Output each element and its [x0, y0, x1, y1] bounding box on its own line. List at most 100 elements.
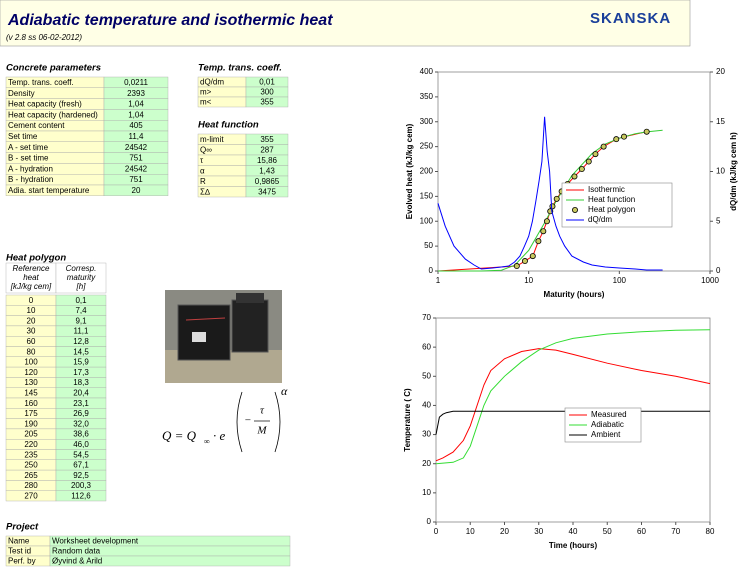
- maturity: 12,8: [73, 337, 89, 346]
- legend-label: Adiabatic: [591, 420, 624, 429]
- maturity-cell: [55, 490, 107, 502]
- row-label: τ: [200, 156, 204, 165]
- row-value: Worksheet development: [52, 537, 139, 546]
- reference-heat: 220: [24, 440, 38, 449]
- version: (v 2.8 ss 06-02-2012): [6, 33, 82, 42]
- row-label: Σ∆: [200, 187, 210, 196]
- y-axis-label: Evolved heat (kJ/kg cem): [405, 123, 414, 219]
- header-cell: [5, 262, 57, 294]
- x-tick-label: 1: [436, 276, 441, 285]
- reference-heat: 145: [24, 388, 38, 397]
- column-header: Corresp.: [66, 264, 97, 273]
- y-tick-label: 30: [422, 430, 431, 439]
- x-tick-label: 50: [603, 527, 612, 536]
- x-tick-label: 70: [671, 527, 680, 536]
- y-tick-label: 300: [420, 117, 434, 126]
- y2-tick-label: 5: [716, 216, 721, 225]
- x-tick-label: 30: [534, 527, 543, 536]
- row-value: 0,9865: [255, 177, 280, 186]
- formula-den: M: [256, 425, 267, 437]
- row-label-cell: [197, 154, 247, 166]
- row-label: R: [200, 177, 206, 186]
- logo: SKANSKA: [590, 10, 671, 27]
- row-label: Density: [8, 89, 35, 98]
- table-title: Concrete parameters: [6, 63, 101, 74]
- legend-label: Heat function: [588, 195, 635, 204]
- row-label: B - set time: [8, 154, 49, 163]
- row-value-cell: [103, 184, 169, 197]
- maturity: 200,3: [71, 481, 92, 490]
- y-tick-label: 250: [420, 142, 434, 151]
- y-tick-label: 400: [420, 67, 434, 76]
- row-label: Q∞: [200, 145, 212, 154]
- row-value: 751: [129, 175, 143, 184]
- table-title: Project: [6, 522, 39, 533]
- column-header: Reference: [13, 264, 50, 273]
- y-tick-label: 0: [427, 517, 432, 526]
- maturity: 38,6: [73, 430, 89, 439]
- marker: [540, 228, 547, 235]
- reference-heat: 0: [29, 296, 34, 305]
- row-value: 11,4: [129, 132, 145, 141]
- row-label: m-limit: [200, 135, 224, 144]
- reference-heat: 20: [27, 316, 36, 325]
- x-tick-label: 0: [434, 527, 439, 536]
- row-value: 2393: [127, 89, 145, 98]
- marker: [643, 128, 650, 135]
- reference-heat: 235: [24, 450, 38, 459]
- row-label: A - set time: [8, 143, 49, 152]
- row-value: 287: [260, 145, 274, 154]
- row-label: Adia. start temperature: [8, 186, 90, 195]
- row-value: 300: [260, 88, 274, 97]
- row-label: Cement content: [8, 121, 65, 130]
- y-tick-label: 40: [422, 401, 431, 410]
- marker: [513, 263, 520, 270]
- row-value: 15,86: [257, 156, 278, 165]
- column-header: heat: [23, 273, 39, 282]
- y-tick-label: 50: [422, 371, 431, 380]
- y-tick-label: 100: [420, 216, 434, 225]
- reference-heat: 175: [24, 409, 38, 418]
- marker: [592, 151, 599, 158]
- column-header: maturity: [67, 273, 96, 282]
- row-label: Set time: [8, 132, 38, 141]
- x-tick-label: 100: [613, 276, 627, 285]
- row-value: 0,01: [259, 78, 275, 87]
- row-value: Random data: [52, 547, 101, 556]
- x-tick-label: 1000: [701, 276, 719, 285]
- marker: [549, 203, 556, 210]
- reference-heat: 205: [24, 430, 38, 439]
- reference-heat: 190: [24, 419, 38, 428]
- legend-label: Heat polygon: [588, 205, 635, 214]
- reference-heat: 280: [24, 481, 38, 490]
- legend-label: Isothermic: [588, 185, 625, 194]
- maturity: 7,4: [75, 306, 87, 315]
- formula-minus: −: [244, 415, 251, 427]
- reference-heat: 160: [24, 399, 38, 408]
- series-line: [437, 116, 663, 271]
- page-title: Adiabatic temperature and isothermic hea…: [7, 12, 333, 29]
- column-header: [h]: [76, 282, 87, 291]
- row-label: A - hydration: [8, 164, 53, 173]
- maturity: 15,9: [73, 358, 89, 367]
- marker: [521, 258, 528, 265]
- legend-label: Measured: [591, 410, 627, 419]
- header-bar: [0, 0, 691, 47]
- y-axis-label: Temperature ( C): [403, 388, 412, 452]
- marker: [613, 136, 620, 143]
- x-tick-label: 20: [500, 527, 509, 536]
- reference-heat: 270: [24, 491, 38, 500]
- x-axis-label: Maturity (hours): [544, 290, 605, 299]
- maturity: 20,4: [73, 388, 89, 397]
- maturity: 26,9: [73, 409, 89, 418]
- legend-label: dQ/dm: [588, 215, 612, 224]
- row-value: 1,43: [259, 166, 275, 175]
- y-tick-label: 60: [422, 342, 431, 351]
- series-line: [435, 348, 711, 462]
- maturity: 0,1: [75, 296, 87, 305]
- maturity: 112,6: [71, 491, 91, 500]
- y2-tick-label: 20: [716, 67, 725, 76]
- marker: [535, 238, 542, 245]
- y2-tick-label: 0: [716, 266, 721, 275]
